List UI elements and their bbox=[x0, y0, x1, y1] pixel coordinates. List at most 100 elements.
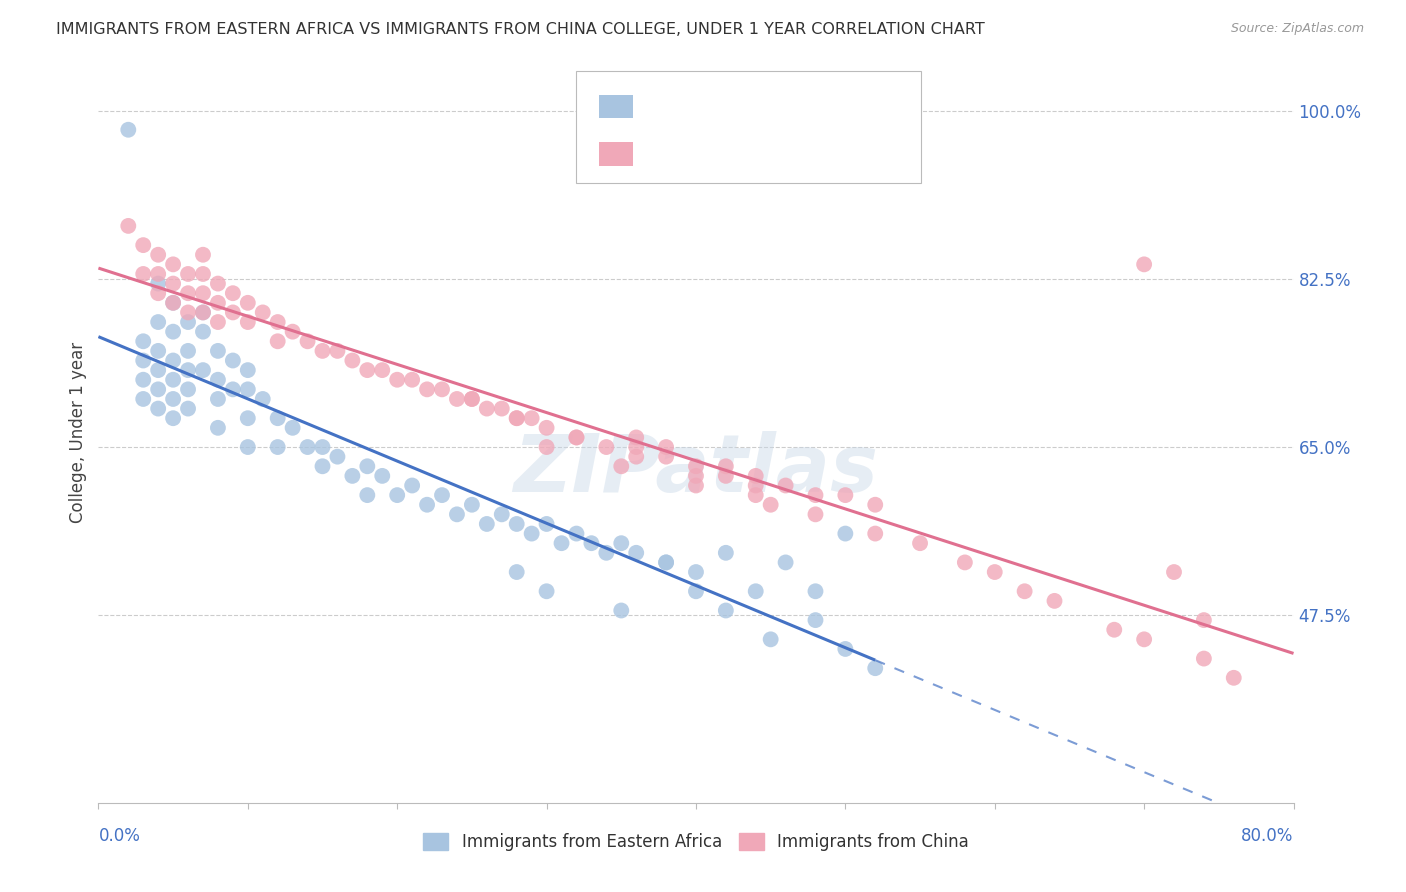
Point bbox=[117, 122, 139, 136]
Point bbox=[371, 469, 394, 483]
Point bbox=[401, 373, 423, 387]
Point bbox=[148, 315, 170, 329]
Point bbox=[236, 411, 259, 425]
Point bbox=[207, 373, 229, 387]
Point bbox=[804, 613, 827, 627]
Point bbox=[1043, 594, 1066, 608]
Point bbox=[297, 440, 319, 454]
Point bbox=[461, 392, 484, 406]
Point bbox=[536, 516, 558, 531]
Point bbox=[191, 248, 214, 262]
Point bbox=[222, 305, 245, 319]
Y-axis label: College, Under 1 year: College, Under 1 year bbox=[69, 342, 87, 524]
Point bbox=[148, 277, 170, 291]
Point bbox=[1163, 565, 1185, 579]
Point bbox=[311, 343, 333, 358]
Point bbox=[775, 478, 797, 492]
Point bbox=[191, 305, 214, 319]
Point bbox=[759, 498, 782, 512]
Point bbox=[311, 440, 333, 454]
Point bbox=[1192, 613, 1215, 627]
Point bbox=[714, 469, 737, 483]
Point bbox=[550, 536, 572, 550]
Point bbox=[804, 488, 827, 502]
Point bbox=[491, 508, 513, 522]
Point bbox=[506, 565, 529, 579]
Point bbox=[610, 536, 633, 550]
Text: IMMIGRANTS FROM EASTERN AFRICA VS IMMIGRANTS FROM CHINA COLLEGE, UNDER 1 YEAR CO: IMMIGRANTS FROM EASTERN AFRICA VS IMMIGR… bbox=[56, 22, 986, 37]
Point bbox=[461, 498, 484, 512]
Point bbox=[162, 353, 184, 368]
Point bbox=[491, 401, 513, 416]
Point bbox=[565, 430, 588, 444]
Point bbox=[356, 488, 378, 502]
Point bbox=[191, 267, 214, 281]
Point bbox=[236, 363, 259, 377]
Point bbox=[446, 392, 468, 406]
Point bbox=[162, 295, 184, 310]
Point bbox=[536, 421, 558, 435]
Point bbox=[132, 238, 155, 252]
Point bbox=[759, 632, 782, 647]
Point bbox=[461, 392, 484, 406]
Point bbox=[1014, 584, 1036, 599]
Point bbox=[804, 584, 827, 599]
Point bbox=[655, 556, 678, 570]
Point bbox=[745, 488, 768, 502]
Point bbox=[610, 459, 633, 474]
Point bbox=[506, 516, 529, 531]
Text: R =: R = bbox=[645, 95, 683, 113]
Point bbox=[626, 430, 648, 444]
Point bbox=[207, 315, 229, 329]
Point bbox=[267, 315, 290, 329]
Point bbox=[236, 295, 259, 310]
Text: N =: N = bbox=[779, 143, 818, 161]
Point bbox=[177, 363, 200, 377]
Point bbox=[342, 353, 364, 368]
Text: -0.300: -0.300 bbox=[699, 142, 766, 161]
Point bbox=[236, 382, 259, 396]
Point bbox=[655, 556, 678, 570]
Point bbox=[595, 440, 617, 454]
Point bbox=[506, 411, 529, 425]
Point bbox=[177, 315, 200, 329]
Point bbox=[1223, 671, 1246, 685]
Point bbox=[132, 267, 155, 281]
Text: 80.0%: 80.0% bbox=[1241, 827, 1294, 845]
Point bbox=[520, 526, 543, 541]
Point bbox=[953, 556, 976, 570]
Point bbox=[908, 536, 931, 550]
Point bbox=[132, 334, 155, 349]
Point bbox=[281, 421, 304, 435]
Point bbox=[714, 459, 737, 474]
Point bbox=[207, 277, 229, 291]
Point bbox=[356, 363, 378, 377]
Point bbox=[1133, 257, 1156, 271]
Point bbox=[685, 565, 707, 579]
Point bbox=[385, 488, 409, 502]
Legend: Immigrants from Eastern Africa, Immigrants from China: Immigrants from Eastern Africa, Immigran… bbox=[416, 826, 976, 857]
Point bbox=[297, 334, 319, 349]
Point bbox=[714, 546, 737, 560]
Point bbox=[356, 459, 378, 474]
Point bbox=[252, 305, 274, 319]
Point bbox=[191, 286, 214, 301]
Point bbox=[177, 267, 200, 281]
Point bbox=[162, 277, 184, 291]
Point bbox=[416, 498, 439, 512]
Point bbox=[177, 305, 200, 319]
Point bbox=[222, 353, 245, 368]
Point bbox=[385, 373, 409, 387]
Point bbox=[685, 459, 707, 474]
Text: Source: ZipAtlas.com: Source: ZipAtlas.com bbox=[1230, 22, 1364, 36]
Point bbox=[148, 363, 170, 377]
Point bbox=[132, 392, 155, 406]
Point bbox=[191, 305, 214, 319]
Point bbox=[148, 286, 170, 301]
Point bbox=[148, 401, 170, 416]
Point bbox=[371, 363, 394, 377]
Point bbox=[1133, 632, 1156, 647]
Point bbox=[536, 440, 558, 454]
Point bbox=[162, 257, 184, 271]
Point bbox=[177, 286, 200, 301]
